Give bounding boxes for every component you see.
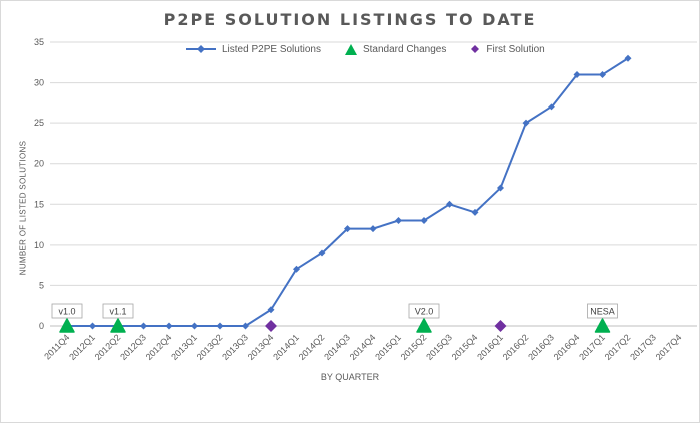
x-tick-label: 2016Q2 <box>501 332 531 362</box>
marker-first-solution <box>265 320 277 332</box>
legend-item-first: First Solution <box>470 43 545 55</box>
marker-first-solution <box>494 320 507 332</box>
marker-standard-change <box>59 318 75 333</box>
diamond-icon <box>471 45 480 53</box>
data-point-listed <box>242 322 249 330</box>
marker-standard-change <box>110 318 126 333</box>
legend-item-standard: Standard Changes <box>344 43 447 55</box>
data-point-listed <box>191 322 198 330</box>
y-tick-label: 5 <box>39 280 44 290</box>
x-axis-title: BY QUARTER <box>320 372 380 382</box>
data-point-listed <box>89 322 96 330</box>
x-tick-label: 2015Q2 <box>399 332 429 362</box>
x-tick-label: 2012Q1 <box>67 332 97 362</box>
y-tick-label: 25 <box>34 118 44 128</box>
data-point-listed <box>573 70 581 78</box>
data-point-listed <box>624 54 632 62</box>
x-tick-label: 2013Q1 <box>169 332 199 362</box>
x-tick-label: 2014Q1 <box>271 332 301 362</box>
x-tick-label: 2011Q4 <box>42 332 71 361</box>
annotation-box <box>408 303 440 319</box>
x-tick-label: 2017Q3 <box>628 332 658 362</box>
data-point-listed <box>497 184 504 192</box>
y-tick-label: 35 <box>34 37 44 47</box>
x-tick-label: 2016Q1 <box>475 332 505 362</box>
x-tick-label: 2017Q2 <box>603 332 633 362</box>
data-point-listed <box>318 249 326 257</box>
chart-title: P2PE SOLUTION LISTINGS TO DATE <box>163 10 537 29</box>
y-tick-label: 30 <box>34 78 44 88</box>
triangle-icon <box>344 43 357 55</box>
data-point-listed <box>140 322 147 330</box>
annotation-box <box>102 303 134 319</box>
data-point-listed <box>522 119 530 127</box>
x-tick-label: 2012Q3 <box>118 332 148 362</box>
x-tick-label: 2012Q2 <box>93 332 123 362</box>
x-tick-label: 2013Q3 <box>220 332 250 362</box>
data-point-listed <box>446 200 453 208</box>
data-point-listed <box>471 208 479 216</box>
y-tick-label: 20 <box>34 159 44 169</box>
x-tick-label: 2013Q4 <box>246 332 276 362</box>
annotation-box <box>51 303 83 319</box>
y-tick-label: 15 <box>34 199 44 209</box>
y-tick-label: 10 <box>34 240 44 250</box>
x-tick-label: 2015Q1 <box>373 332 403 362</box>
data-point-listed <box>420 217 428 225</box>
x-tick-label: 2016Q4 <box>552 332 582 362</box>
legend-label-listed: Listed P2PE Solutions <box>222 43 321 55</box>
marker-standard-change <box>594 318 611 333</box>
x-tick-label: 2016Q3 <box>526 332 556 362</box>
data-point-listed <box>344 225 351 233</box>
x-tick-label: 2014Q2 <box>297 332 327 362</box>
legend-item-listed: Listed P2PE Solutions <box>186 44 321 55</box>
x-tick-label: 2014Q3 <box>322 332 352 362</box>
x-tick-label: 2013Q2 <box>195 332 225 362</box>
x-tick-label: 2015Q4 <box>450 332 480 362</box>
data-point-listed <box>548 103 555 111</box>
x-tick-label: 2017Q1 <box>577 332 607 362</box>
marker-standard-change <box>416 318 432 333</box>
legend-label-first: First Solution <box>486 43 545 55</box>
data-point-listed <box>216 322 224 330</box>
data-point-listed <box>165 322 173 330</box>
data-point-listed <box>369 225 377 233</box>
data-point-listed <box>395 217 402 225</box>
legend-line-swatch <box>186 45 216 53</box>
annotation-label: V2.0 <box>415 307 434 317</box>
x-tick-label: 2012Q4 <box>144 332 174 362</box>
legend-label-standard: Standard Changes <box>362 43 447 55</box>
annotation-label: v1.1 <box>109 307 126 317</box>
data-point-listed <box>599 70 606 78</box>
x-tick-label: 2015Q3 <box>424 332 454 362</box>
legend: Listed P2PE Solutions Standard Changes F… <box>186 42 569 56</box>
data-point-listed <box>293 265 300 273</box>
x-tick-label: 2014Q4 <box>348 332 378 362</box>
annotation-box <box>587 303 618 319</box>
annotation-label: NESA <box>590 307 615 317</box>
x-tick-label: 2017Q4 <box>654 332 684 362</box>
annotation-label: v1.0 <box>58 307 75 317</box>
data-point-listed <box>267 306 275 314</box>
y-tick-label: 0 <box>39 321 44 331</box>
